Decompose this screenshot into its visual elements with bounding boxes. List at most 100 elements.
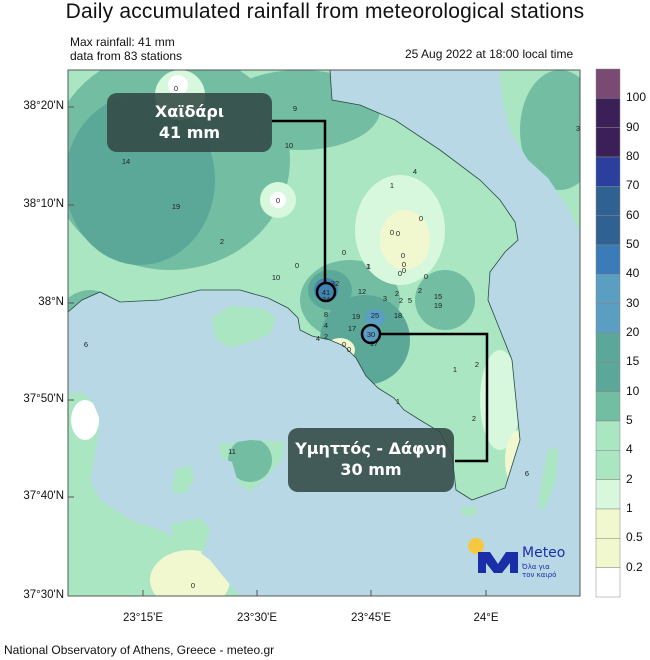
colorbar-label: 10 <box>626 383 640 398</box>
station-value: 41 <box>322 288 330 297</box>
station-value: 6 <box>525 469 529 478</box>
station-value: 15 <box>434 292 442 301</box>
station-value: 0 <box>295 261 299 270</box>
callout-value: 30 mm <box>340 460 402 479</box>
meteo-logo <box>468 538 518 573</box>
colorbar-label: 80 <box>626 149 640 163</box>
station-value: 0 <box>174 84 178 93</box>
colorbar-label: 30 <box>626 295 640 310</box>
callout-station: Χαϊδάρι <box>154 102 225 121</box>
callout-ymittos-dafni: Υμηττός - Δάφνη 30 mm <box>288 428 454 492</box>
colorbar-segment <box>595 567 621 598</box>
station-value: 18 <box>394 311 402 320</box>
callout-chaidari: Χαϊδάρι 41 mm <box>107 93 272 152</box>
colorbar-segment <box>595 98 621 128</box>
colorbar-segment <box>595 332 621 363</box>
station-value: 0 <box>347 345 351 354</box>
station-value: 0 <box>191 581 195 590</box>
colorbar-segment <box>595 508 621 539</box>
station-value: 2 <box>472 414 476 423</box>
station-value: 6 <box>84 340 88 349</box>
station-value: 19 <box>434 301 442 310</box>
callout-leaders <box>272 119 489 463</box>
lat-label: 38°20'N <box>23 100 64 112</box>
station-value: 1 <box>390 181 394 190</box>
colorbar-label: 0.2 <box>626 559 643 574</box>
station-value: 19 <box>352 312 360 321</box>
station-value: 2 <box>399 296 403 305</box>
colorbar-label: 1 <box>626 501 633 515</box>
colorbar-segment <box>595 303 621 334</box>
lon-label: 23°30'E <box>236 612 278 624</box>
station-value: 0 <box>402 260 406 269</box>
callout-value: 41 mm <box>158 123 221 142</box>
station-value: 0 <box>390 228 394 237</box>
callout-station: Υμηττός - Δάφνη <box>295 439 447 458</box>
station-value: 10 <box>272 273 280 282</box>
datetime-text: 25 Aug 2022 at 18:00 local time <box>405 47 574 61</box>
station-value: 4 <box>324 321 328 330</box>
station-value: 3 <box>383 294 387 303</box>
station-value: 1 <box>366 262 370 271</box>
stations-count-text: data from 83 stations <box>70 49 183 63</box>
station-value: 0 <box>402 266 406 275</box>
colorbar-segment <box>595 186 621 216</box>
station-value: 1 <box>367 262 371 271</box>
max-rainfall-text: Max rainfall: 41 mm <box>70 35 175 49</box>
station-value: 2 <box>220 237 224 246</box>
colorbar-label: 70 <box>626 178 640 193</box>
map-frame <box>67 69 581 597</box>
colorbar-label: 100 <box>626 90 647 105</box>
station-value: 0 <box>342 248 346 257</box>
colorbar-segment <box>595 244 621 275</box>
colorbar-label: 40 <box>626 266 640 281</box>
lon-label: 24°E <box>473 612 499 624</box>
station-value: 0 <box>398 269 402 278</box>
station-value: 2 <box>324 332 328 341</box>
logo-brand: Meteo <box>522 545 566 561</box>
station-value: 0 <box>276 196 280 205</box>
colorbar-label: 15 <box>626 354 640 369</box>
colorbar-label: 20 <box>626 325 640 339</box>
station-value: 8 <box>324 310 328 319</box>
station-value: 30 <box>367 330 375 339</box>
colorbar-label: 60 <box>626 207 640 222</box>
colorbar-segment <box>595 391 621 422</box>
colorbar-segment <box>595 420 621 451</box>
station-value: 0 <box>419 214 423 223</box>
station-value: 2 <box>418 286 422 295</box>
station-value: 25 <box>371 311 379 320</box>
colorbar-label: 5 <box>626 413 633 427</box>
lat-label: 38°N <box>38 296 64 308</box>
station-value: 3 <box>576 124 580 133</box>
colorbar-label: 2 <box>626 471 633 486</box>
station-value: 19 <box>172 202 180 211</box>
station-value: 12 <box>358 287 366 296</box>
colorbar-label: 90 <box>626 119 640 134</box>
lat-label: 37°40'N <box>23 490 64 502</box>
station-value: 2 <box>395 289 399 298</box>
station-value: 0 <box>396 229 400 238</box>
colorbar <box>595 68 621 598</box>
station-value: 4 <box>316 334 320 343</box>
station-value: 0 <box>342 340 346 349</box>
station-value: 5 <box>408 296 412 305</box>
colorbar-label: 50 <box>626 237 640 251</box>
lat-label: 37°50'N <box>23 393 64 405</box>
colorbar-segment <box>595 68 621 99</box>
station-value: 0 <box>401 251 405 260</box>
colorbar-segment <box>595 156 621 187</box>
station-value: 11 <box>228 447 236 456</box>
lat-label: 37°30'N <box>23 589 64 601</box>
station-value: 0 <box>424 272 428 281</box>
footer-credit: National Observatory of Athens, Greece -… <box>4 643 275 657</box>
colorbar-segment <box>595 127 621 158</box>
station-value: 14 <box>122 157 130 166</box>
station-value: 24 <box>322 295 330 304</box>
colorbar-label: 4 <box>626 442 633 457</box>
colorbar-label: 0.5 <box>626 530 643 545</box>
colorbar-segment <box>595 450 621 480</box>
logo-tagline: τον καιρό <box>522 571 557 579</box>
map-title: Daily accumulated rainfall from meteorol… <box>65 0 585 23</box>
